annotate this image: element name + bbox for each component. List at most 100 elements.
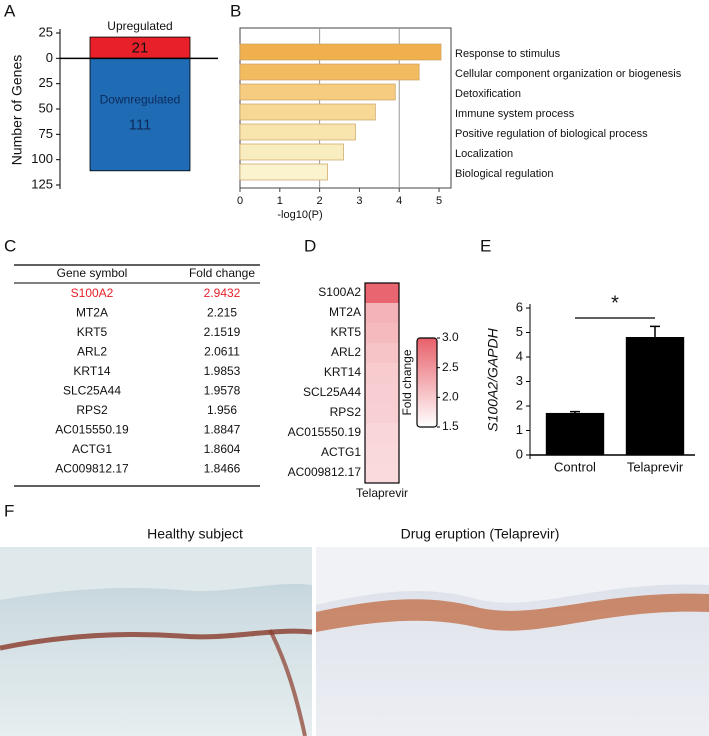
table-header: Gene symbol [57, 266, 128, 280]
colorbar [416, 337, 438, 428]
category-label: Biological regulation [455, 168, 553, 180]
heatmap-cell [365, 403, 399, 423]
y-tick-label: 100 [31, 151, 53, 166]
table-cell: KRT14 [73, 364, 110, 378]
table-cell: 1.8466 [204, 462, 241, 476]
heatmap-cell [365, 383, 399, 403]
table-cell: 2.0611 [204, 345, 240, 359]
heatmap-cell [365, 363, 399, 383]
y-axis-label: Number of Genes [9, 55, 25, 166]
y-tick-label: 25 [39, 75, 53, 90]
table-cell: KRT5 [77, 325, 108, 339]
colorbar-tick-label: 2.5 [442, 360, 459, 374]
row-label: S100A2 [318, 285, 361, 299]
heatmap-cell [365, 323, 399, 343]
y-tick-label: 3 [516, 373, 523, 388]
y-tick-label: 1 [516, 422, 523, 437]
table-cell: 1.9578 [204, 384, 241, 398]
x-tick-label: Telaprevir [627, 459, 684, 474]
category-label: Immune system process [455, 108, 575, 120]
table-cell: 1.9853 [204, 364, 241, 378]
category-label: Upregulated [107, 19, 172, 33]
table-cell: AC009812.17 [55, 462, 129, 476]
table-cell: 2.9432 [204, 286, 241, 300]
row-label: RPS2 [330, 405, 362, 419]
panel-label: F [4, 501, 14, 520]
panel-label: A [4, 1, 16, 20]
value-label: 21 [132, 40, 149, 57]
heatmap-cell [365, 423, 399, 443]
y-tick-label: 0 [46, 50, 53, 65]
table-cell: SLC25A44 [63, 384, 121, 398]
category-label: Detoxification [455, 88, 521, 100]
table-cell: MT2A [76, 306, 108, 320]
x-tick-label: 3 [356, 195, 362, 207]
category-label: Downregulated [100, 93, 181, 107]
bar [239, 123, 356, 141]
table-cell: 2.215 [207, 306, 237, 320]
error-bar [570, 410, 580, 414]
row-label: MT2A [329, 305, 361, 319]
panel-label: B [230, 1, 241, 20]
x-tick-label: 0 [237, 195, 243, 207]
bar [239, 143, 344, 161]
image-title: Drug eruption (Telaprevir) [401, 526, 560, 542]
y-tick-label: 125 [31, 176, 53, 191]
bar [545, 412, 605, 456]
y-tick-label: 75 [39, 126, 53, 141]
bar [239, 103, 376, 121]
y-tick-label: 50 [39, 100, 53, 115]
table-cell: 1.956 [207, 403, 237, 417]
bar [239, 43, 442, 61]
heatmap-cell [365, 443, 399, 463]
heatmap-cell [365, 303, 399, 323]
table-cell: RPS2 [76, 403, 108, 417]
colorbar-tick-label: 2.0 [442, 390, 459, 404]
column-label: Telaprevir [356, 486, 408, 500]
row-label: AC015550.19 [288, 425, 362, 439]
y-tick-label: 2 [516, 397, 523, 412]
value-label: 111 [129, 116, 152, 133]
row-label: KRT5 [331, 325, 362, 339]
table-cell: S100A2 [71, 286, 114, 300]
heatmap-cell [365, 283, 399, 303]
heatmap-cell [365, 463, 399, 483]
heatmap-cell [365, 343, 399, 363]
histology-image [0, 547, 313, 736]
heatmap-frame [364, 282, 400, 484]
colorbar-tick-label: 1.5 [442, 419, 459, 433]
y-tick-label: 5 [516, 324, 523, 339]
panel-label: C [4, 236, 16, 255]
table-header: Fold change [189, 266, 255, 280]
x-tick-label: 5 [436, 195, 442, 207]
category-label: Positive regulation of biological proces… [455, 128, 648, 140]
x-tick-label: 1 [277, 195, 283, 207]
histology-image [316, 547, 709, 736]
row-label: ACTG1 [321, 445, 361, 459]
error-bar [650, 325, 660, 338]
row-label: AC009812.17 [288, 465, 362, 479]
y-tick-label: 6 [516, 299, 523, 314]
table-cell: AC015550.19 [55, 423, 129, 437]
table-cell: 2.1519 [204, 325, 241, 339]
table-cell: 1.8604 [204, 442, 241, 456]
image-title: Healthy subject [147, 526, 243, 542]
bar [625, 336, 685, 456]
table-cell: ACTG1 [72, 442, 112, 456]
table-cell: ARL2 [77, 345, 107, 359]
y-tick-label: 25 [39, 24, 53, 39]
category-label: Cellular component organization or bioge… [455, 68, 682, 80]
panel-label: D [304, 236, 316, 255]
table-cell: 1.8847 [204, 423, 241, 437]
row-label: KRT14 [324, 365, 361, 379]
row-label: SCL25A44 [303, 385, 361, 399]
y-tick-label: 4 [516, 348, 523, 363]
y-axis-label: S100A2/GAPDH [485, 327, 501, 431]
y-tick-label: 0 [516, 446, 523, 461]
bar [89, 57, 191, 172]
panel-label: E [480, 236, 491, 255]
x-axis-label: -log10(P) [277, 209, 322, 221]
x-tick-label: 4 [396, 195, 402, 207]
significance-mark: * [611, 292, 619, 314]
